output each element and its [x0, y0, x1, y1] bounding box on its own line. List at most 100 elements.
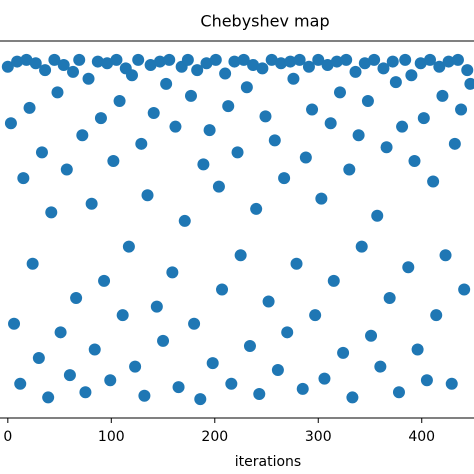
- point: [107, 154, 120, 167]
- point: [231, 146, 244, 159]
- plot-frame: [0, 40, 474, 419]
- point: [88, 343, 101, 356]
- point: [20, 53, 33, 66]
- point: [129, 360, 142, 373]
- point: [110, 53, 123, 66]
- point: [340, 53, 353, 66]
- point: [194, 393, 207, 406]
- point: [212, 180, 225, 193]
- point: [442, 55, 455, 68]
- x-tick-label: 100: [98, 429, 125, 445]
- point: [23, 101, 36, 114]
- point: [70, 292, 83, 305]
- point: [352, 129, 365, 142]
- point: [287, 72, 300, 85]
- point: [82, 72, 95, 85]
- point: [57, 58, 70, 71]
- point: [256, 62, 269, 75]
- point: [374, 360, 387, 373]
- point: [197, 158, 210, 171]
- point: [4, 117, 17, 130]
- point: [132, 53, 145, 66]
- point: [228, 55, 241, 68]
- point: [392, 386, 405, 399]
- point: [315, 192, 328, 205]
- point: [243, 340, 256, 353]
- point: [253, 388, 266, 401]
- point: [284, 55, 297, 68]
- point: [430, 309, 443, 322]
- point: [163, 53, 176, 66]
- point: [101, 57, 114, 70]
- point: [51, 86, 64, 99]
- chart-title: Chebyshev map: [200, 12, 329, 31]
- point: [268, 134, 281, 147]
- point: [98, 274, 111, 287]
- point: [184, 89, 197, 102]
- x-axis-label: iterations: [235, 454, 301, 470]
- point: [290, 257, 303, 270]
- point: [259, 110, 272, 123]
- point: [240, 81, 253, 94]
- point: [144, 58, 157, 71]
- point: [262, 295, 275, 308]
- point: [8, 317, 21, 330]
- point: [76, 129, 89, 142]
- point: [464, 77, 474, 90]
- point: [377, 62, 390, 75]
- point: [29, 57, 42, 70]
- point: [94, 112, 107, 125]
- point: [337, 346, 350, 359]
- point: [104, 374, 117, 387]
- point: [42, 391, 55, 404]
- point: [271, 364, 284, 377]
- point: [79, 386, 92, 399]
- point: [45, 206, 58, 219]
- point: [160, 77, 173, 90]
- point: [365, 329, 378, 342]
- point: [333, 86, 346, 99]
- point: [321, 58, 334, 71]
- point: [247, 58, 260, 71]
- point: [306, 103, 319, 116]
- point: [402, 261, 415, 274]
- point: [324, 117, 337, 130]
- point: [113, 94, 126, 107]
- point: [433, 60, 446, 73]
- point: [383, 292, 396, 305]
- point: [281, 326, 294, 339]
- point: [414, 57, 427, 70]
- point: [293, 53, 306, 66]
- point: [451, 53, 464, 66]
- point: [216, 283, 229, 296]
- point: [327, 274, 340, 287]
- point: [39, 64, 52, 77]
- x-tick-label: 200: [201, 429, 228, 445]
- point: [85, 197, 98, 210]
- point: [206, 357, 219, 370]
- point: [389, 76, 402, 89]
- point: [209, 53, 222, 66]
- point: [380, 141, 393, 154]
- point: [54, 326, 67, 339]
- point: [371, 209, 384, 222]
- point: [420, 374, 433, 387]
- point: [343, 163, 356, 176]
- x-tick-label: 400: [408, 429, 435, 445]
- point: [461, 64, 474, 77]
- point: [330, 55, 343, 68]
- point: [455, 103, 468, 116]
- point: [191, 64, 204, 77]
- point: [439, 249, 452, 262]
- point: [399, 53, 412, 66]
- point: [32, 352, 45, 365]
- point: [237, 53, 250, 66]
- point: [302, 60, 315, 73]
- point: [436, 89, 449, 102]
- x-tick-label: 300: [305, 429, 332, 445]
- point: [178, 214, 191, 227]
- point: [166, 266, 179, 279]
- point: [11, 55, 24, 68]
- point: [361, 94, 374, 107]
